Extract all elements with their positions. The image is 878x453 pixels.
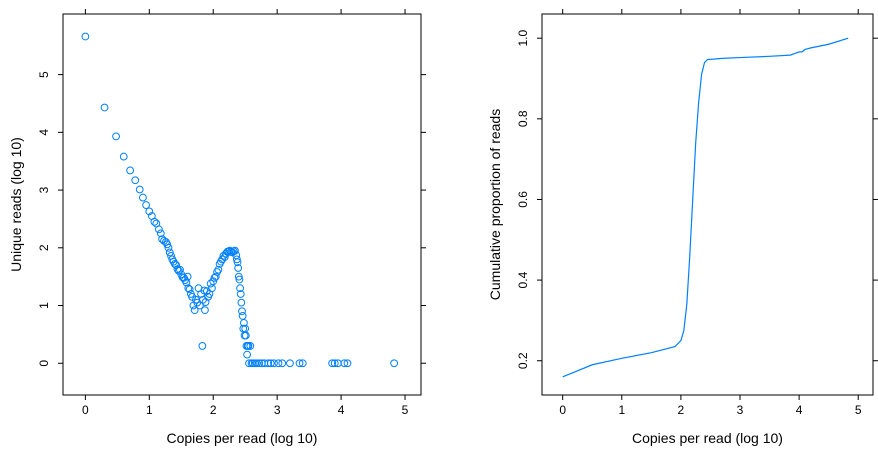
- y-tick-label: 0.6: [516, 191, 530, 208]
- data-point: [244, 342, 253, 350]
- x-tick-label: 5: [855, 403, 862, 417]
- x-axis-title: Copies per read (log 10): [632, 430, 783, 446]
- data-point: [235, 275, 244, 284]
- data-point: [198, 342, 207, 350]
- data-point: [145, 207, 154, 216]
- data-point: [211, 272, 220, 281]
- data-point: [119, 152, 128, 161]
- data-point: [255, 359, 264, 368]
- data-point: [183, 272, 192, 281]
- y-tick-label: 1: [37, 302, 51, 309]
- data-point: [131, 176, 140, 185]
- y-tick-label: 0.8: [516, 110, 530, 127]
- scatter-panel: 0 1 2 3 4 5 0 1 2 3 4 5 Copies per read (log 10) Uniq…: [8, 9, 426, 446]
- x-tick-label: 2: [210, 403, 217, 417]
- data-point: [236, 290, 245, 298]
- data-point: [218, 255, 227, 264]
- data-point: [252, 359, 261, 368]
- data-point: [112, 132, 120, 141]
- data-point: [209, 277, 218, 286]
- data-point: [274, 359, 283, 368]
- data-point: [390, 359, 399, 368]
- data-point: [150, 217, 159, 226]
- x-tick-label: 3: [737, 403, 744, 417]
- data-point: [340, 359, 349, 368]
- data-point: [156, 229, 165, 238]
- data-point: [139, 193, 147, 202]
- x-tick-label: 4: [796, 403, 803, 417]
- y-axis-title: Unique reads (log 10): [8, 137, 24, 272]
- data-point: [243, 350, 252, 359]
- plot-frame: [62, 13, 422, 396]
- data-point: [214, 265, 223, 274]
- data-point: [266, 359, 275, 368]
- x-tick-label: 2: [678, 403, 685, 417]
- data-point: [185, 285, 194, 294]
- data-point: [237, 298, 246, 307]
- x-tick-label: 5: [402, 403, 409, 417]
- data-point: [234, 272, 243, 281]
- data-point: [238, 307, 246, 316]
- data-point: [236, 284, 244, 293]
- x-tick-label: 3: [274, 403, 281, 417]
- data-point: [201, 306, 209, 315]
- plot-frame: [541, 13, 874, 396]
- data-point: [328, 359, 337, 368]
- data-point: [135, 185, 144, 194]
- x-tick-label: 0: [82, 403, 89, 417]
- data-point: [190, 306, 199, 315]
- y-tick-label: 0.4: [516, 271, 530, 288]
- data-point: [165, 248, 174, 257]
- data-point: [195, 301, 204, 310]
- x-tick-label: 1: [618, 403, 625, 417]
- data-point: [241, 331, 250, 340]
- y-tick-label: 3: [37, 186, 51, 193]
- data-point: [240, 318, 248, 327]
- data-point: [330, 359, 339, 368]
- x-tick-label: 0: [559, 403, 566, 417]
- data-point: [233, 258, 242, 267]
- y-axis-title: Cumulative proportion of reads: [487, 109, 503, 300]
- data-point: [81, 32, 90, 41]
- data-point: [206, 279, 215, 288]
- data-point: [232, 255, 241, 264]
- y-tick-label: 2: [37, 244, 51, 251]
- data-point: [295, 359, 304, 368]
- cumulative-panel: 0 1 2 3 4 5 0.2 0.4 0.6 0.8 1.0 Copies per read (lo…: [487, 9, 878, 446]
- data-point: [245, 359, 253, 368]
- series-line: [562, 37, 849, 378]
- y-tick-label: 4: [37, 129, 51, 136]
- y-tick-label: 0.2: [516, 352, 530, 369]
- data-point: [142, 201, 151, 209]
- data-point: [176, 265, 184, 274]
- data-point: [270, 359, 278, 368]
- y-tick-label: 0: [37, 360, 51, 367]
- data-point: [100, 103, 109, 112]
- data-point: [208, 284, 216, 293]
- data-point: [126, 166, 135, 175]
- data-point: [231, 246, 239, 255]
- data-point: [164, 243, 173, 252]
- data-point: [238, 312, 247, 320]
- data-point: [182, 278, 191, 287]
- x-tick-label: 1: [146, 403, 153, 417]
- x-tick-label: 4: [338, 403, 345, 417]
- y-tick-label: 5: [37, 71, 51, 78]
- data-point: [298, 359, 307, 368]
- data-point: [234, 264, 243, 272]
- data-point: [246, 342, 255, 350]
- data-point: [343, 359, 352, 368]
- x-axis-title: Copies per read (log 10): [167, 430, 318, 446]
- y-tick-label: 1.0: [516, 30, 530, 47]
- data-point: [286, 359, 294, 368]
- data-point: [278, 359, 287, 368]
- data-point: [154, 225, 163, 234]
- data-point: [264, 359, 273, 368]
- data-point: [163, 240, 172, 249]
